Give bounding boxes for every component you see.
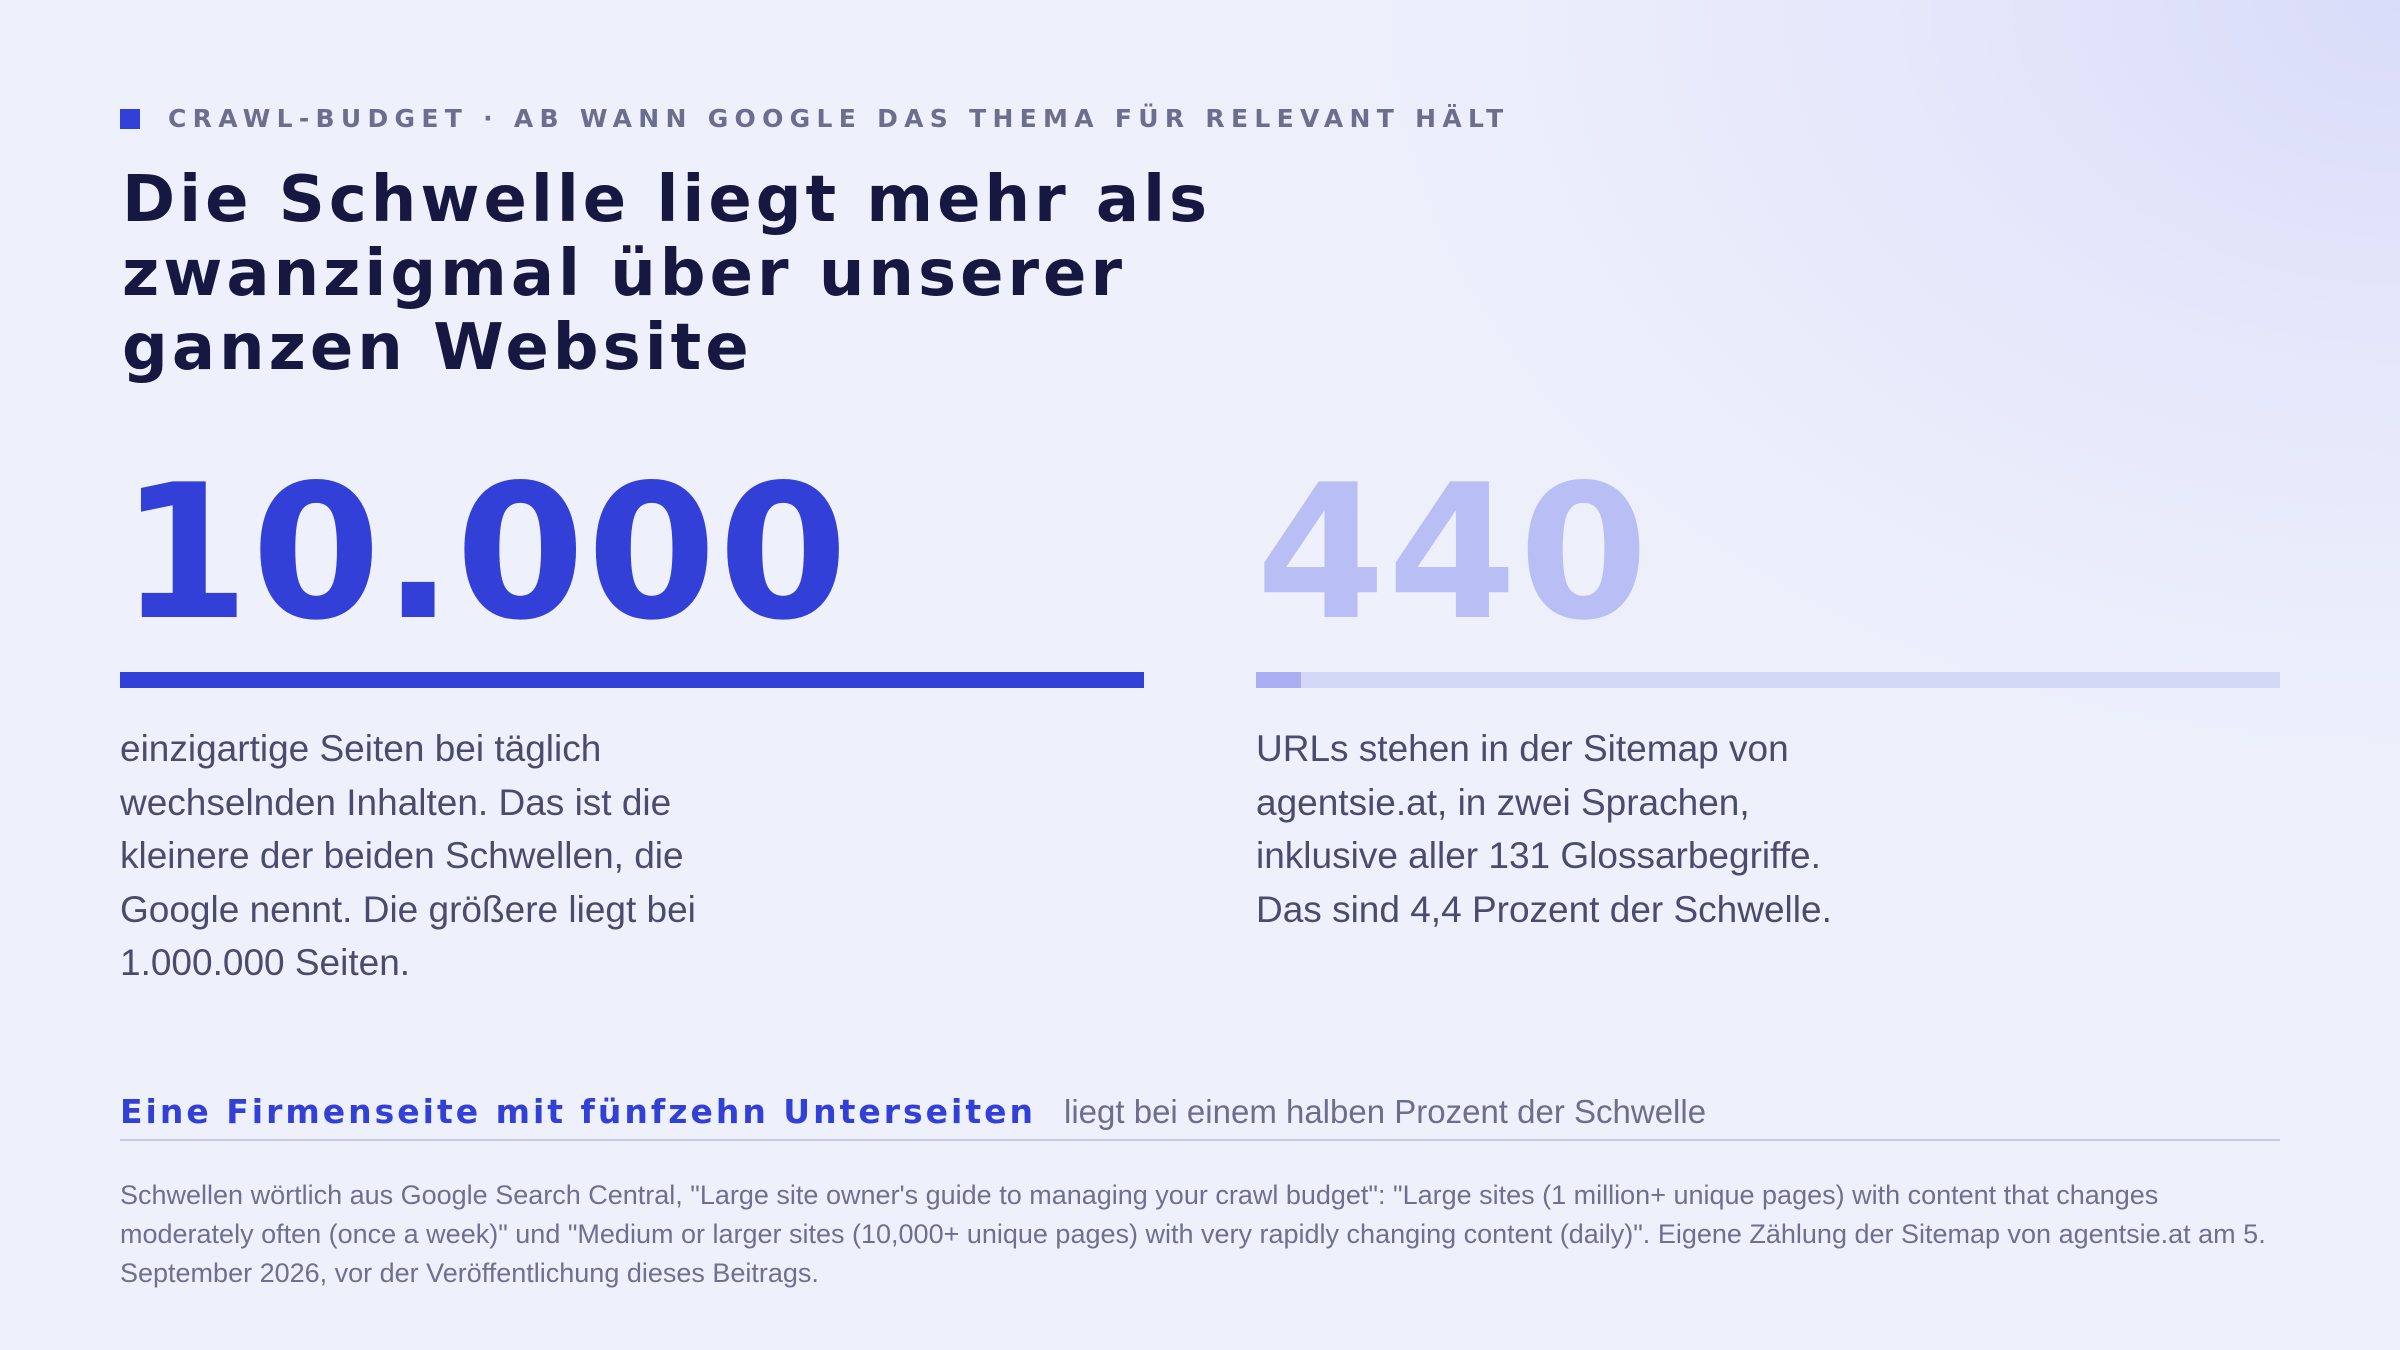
takeaway: Eine Firmenseite mit fünfzehn Unterseite…	[120, 1092, 2280, 1131]
accent-square-icon	[120, 108, 140, 129]
stat-threshold-bar	[120, 672, 1144, 688]
stat-sitemap: 440 URLs stehen in der Sitemap von agent…	[1256, 448, 2280, 936]
divider	[120, 1139, 2280, 1141]
stat-threshold-bar-fill	[120, 672, 1144, 688]
stat-threshold-description: einzigartige Seiten bei täglich wechseln…	[120, 728, 696, 983]
stat-threshold: 10.000 einzigartige Seiten bei täglich w…	[120, 448, 1144, 990]
eyebrow-label: CRAWL-BUDGET · AB WANN GOOGLE DAS THEMA …	[168, 104, 1510, 133]
stat-sitemap-bar	[1256, 672, 2280, 688]
stat-sitemap-bar-fill	[1256, 672, 1302, 688]
stat-sitemap-description: URLs stehen in der Sitemap von agentsie.…	[1256, 728, 1832, 930]
stat-sitemap-number: 440	[1256, 444, 1651, 661]
stat-threshold-number: 10.000	[120, 444, 850, 661]
takeaway-rest: liegt bei einem halben Prozent der Schwe…	[1064, 1093, 1707, 1130]
headline: Die Schwelle liegt mehr als zwanzigmal ü…	[122, 163, 1212, 385]
source-note: Schwellen wörtlich aus Google Search Cen…	[120, 1180, 2266, 1288]
eyebrow: CRAWL-BUDGET · AB WANN GOOGLE DAS THEMA …	[120, 104, 1509, 133]
takeaway-strong: Eine Firmenseite mit fünfzehn Unterseite…	[120, 1092, 1037, 1131]
